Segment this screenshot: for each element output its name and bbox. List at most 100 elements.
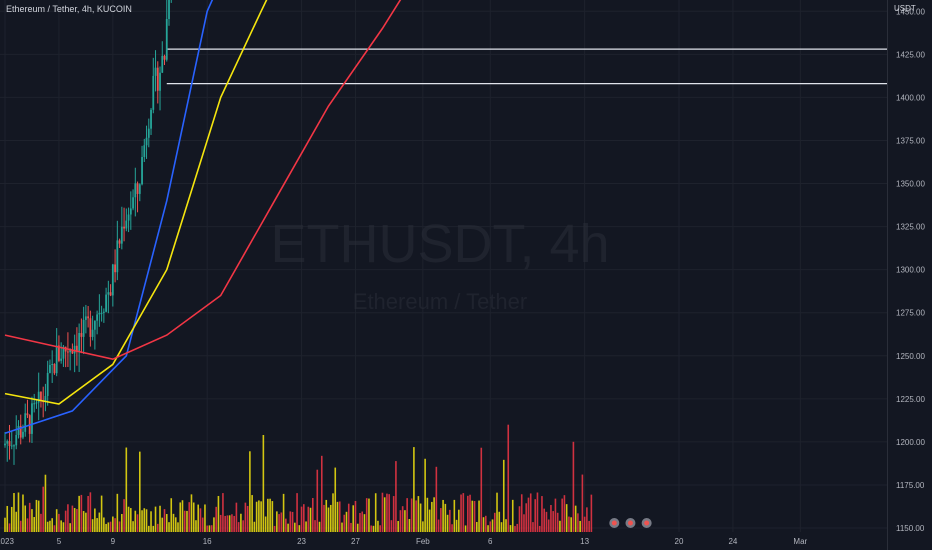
volume-bar — [4, 517, 6, 532]
volume-bar — [511, 499, 514, 532]
volume-bar — [271, 501, 274, 532]
volume-bar — [204, 504, 206, 532]
volume-bar — [561, 498, 563, 532]
time-tick-label: 16 — [203, 537, 212, 546]
volume-bar — [336, 501, 339, 532]
volume-bar — [109, 521, 112, 532]
volume-bar — [341, 522, 343, 532]
candle-body — [168, 0, 170, 19]
volume-bar — [440, 508, 442, 532]
volume-bar — [478, 500, 480, 532]
candle-body — [15, 434, 18, 446]
volume-bar — [309, 507, 312, 532]
candle-body — [129, 208, 132, 215]
volume-bar — [476, 521, 478, 532]
candle-body — [152, 75, 155, 110]
volume-bar — [453, 499, 456, 532]
volume-bar — [498, 511, 501, 532]
volume-bar — [525, 503, 528, 532]
volume-bar — [125, 447, 128, 532]
candle-body — [98, 312, 101, 315]
candle-body — [159, 72, 161, 91]
volume-bar — [26, 518, 29, 532]
volume-bar — [458, 509, 460, 532]
candle-body — [145, 137, 148, 146]
volume-bar — [13, 493, 15, 532]
volume-bar — [244, 502, 247, 532]
candle-body — [8, 441, 11, 446]
horizontal-lines[interactable] — [0, 0, 887, 85]
volume-bar — [431, 501, 433, 532]
volume-bar — [347, 503, 350, 532]
volume-bar — [298, 525, 301, 532]
volume-bar — [141, 510, 143, 532]
volume-bar — [550, 505, 552, 532]
volume-bar — [8, 523, 11, 532]
candle-body — [24, 413, 27, 432]
candle-body — [89, 318, 92, 337]
currency-label[interactable]: USDT — [894, 4, 916, 13]
price-tick-label: 1375.00 — [896, 136, 925, 145]
price-tick-label: 1250.00 — [896, 352, 925, 361]
moving-average-line-1 — [4, 0, 214, 435]
volume-bar — [577, 513, 579, 532]
volume-bar — [15, 511, 18, 532]
moving-average-line-3 — [4, 0, 402, 361]
volume-bar — [435, 466, 438, 532]
volume-bar — [332, 493, 334, 532]
time-axis[interactable]: 2023 5 9 16 23 27 Feb 6 13 20 24 Mar — [0, 537, 808, 546]
volume-bar — [579, 520, 581, 532]
volume-bar — [334, 467, 337, 532]
volume-bar — [121, 514, 123, 532]
volume-bar — [10, 506, 13, 532]
volume-bar — [467, 495, 469, 532]
volume-bar — [338, 501, 341, 532]
volume-bar — [460, 494, 462, 532]
candle-body — [55, 345, 58, 374]
candle-body — [37, 391, 40, 403]
volume-bar — [161, 517, 164, 532]
volume-bar — [316, 469, 319, 532]
volume-bar — [424, 458, 426, 532]
volume-bar — [296, 493, 298, 532]
volume-bar — [22, 494, 24, 532]
volume-bar — [541, 496, 543, 532]
time-tick-label: 23 — [297, 537, 306, 546]
volume-bar — [172, 513, 175, 532]
volume-bar — [188, 502, 191, 532]
volume-bar — [583, 516, 586, 532]
volume-bar — [73, 508, 76, 532]
candle-body — [31, 403, 33, 434]
volume-bar — [278, 514, 280, 532]
volume-bar — [397, 521, 399, 532]
candle-body — [123, 226, 125, 229]
volume-bar — [280, 512, 283, 532]
volume-bar — [222, 493, 224, 532]
volume-bar — [370, 525, 373, 532]
volume-bar — [76, 509, 78, 532]
volume-bar — [437, 519, 440, 532]
candle-body — [132, 197, 134, 209]
price-axis[interactable]: 1150.00 1175.00 1200.00 1225.00 1250.00 1275.… — [896, 0, 925, 533]
symbol-title[interactable]: Ethereum / Tether, 4h, KUCOIN — [6, 4, 132, 14]
volume-bar — [100, 495, 103, 532]
volume-bar — [377, 520, 379, 532]
volume-bar — [514, 525, 516, 532]
volume-bar — [383, 497, 386, 532]
volume-bar — [62, 522, 65, 532]
volume-bar — [426, 497, 429, 532]
volume-bar — [46, 521, 49, 532]
volume-bar — [208, 525, 211, 532]
volume-bar — [303, 504, 305, 532]
volume-bar — [165, 514, 168, 532]
volume-bar — [518, 506, 521, 532]
volume-bar — [386, 493, 388, 532]
candle-body — [100, 312, 103, 314]
price-tick-label: 1225.00 — [896, 395, 925, 404]
event-markers[interactable] — [609, 518, 652, 528]
candle-body — [82, 319, 85, 337]
volume-bar — [487, 525, 489, 532]
volume-bar — [260, 501, 262, 532]
volume-bar — [532, 522, 534, 532]
